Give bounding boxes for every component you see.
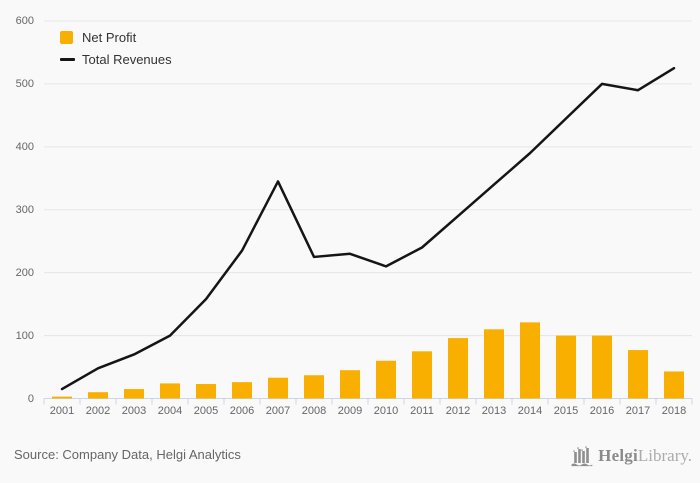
bar-2010[interactable] [376, 360, 396, 399]
bar-2018[interactable] [664, 371, 684, 399]
total-revenues-swatch [60, 57, 76, 61]
gridlines [44, 20, 692, 337]
net-profit-bars[interactable] [52, 322, 684, 399]
helgi-library-logo[interactable]: Helgi Library. [570, 444, 692, 468]
total-revenues-line[interactable] [60, 66, 676, 391]
bar-2003[interactable] [124, 389, 144, 399]
bar-2012[interactable] [448, 338, 468, 399]
bar-2014[interactable] [520, 322, 540, 399]
bar-2017[interactable] [628, 350, 648, 399]
bar-2005[interactable] [196, 384, 216, 399]
net-profit-swatch [60, 30, 76, 44]
bar-2016[interactable] [592, 335, 612, 399]
bar-2001[interactable] [52, 396, 72, 399]
bar-2013[interactable] [484, 329, 504, 399]
total-revenues-path[interactable] [60, 66, 676, 391]
legend-label-total-revenues: Total Revenues [82, 51, 172, 67]
bar-2006[interactable] [232, 382, 252, 399]
bar-2011[interactable] [412, 351, 432, 399]
bar-2007[interactable] [268, 377, 288, 399]
legend-item-net-profit[interactable]: Net Profit [60, 26, 172, 48]
bar-2004[interactable] [160, 383, 180, 399]
bar-2008[interactable] [304, 375, 324, 399]
logo-text-helgi: Helgi [598, 446, 638, 465]
legend-item-total-revenues[interactable]: Total Revenues [60, 48, 172, 70]
legend: Net Profit Total Revenues [60, 26, 172, 70]
source-caption: Source: Company Data, Helgi Analytics [14, 447, 241, 462]
bar-2002[interactable] [88, 392, 108, 399]
bar-2009[interactable] [340, 370, 360, 399]
legend-label-net-profit: Net Profit [82, 29, 137, 45]
helgi-logo-icon [571, 446, 593, 467]
bar-2015[interactable] [556, 335, 576, 399]
logo-text-library: Library. [637, 446, 692, 465]
x-axis [43, 398, 693, 405]
